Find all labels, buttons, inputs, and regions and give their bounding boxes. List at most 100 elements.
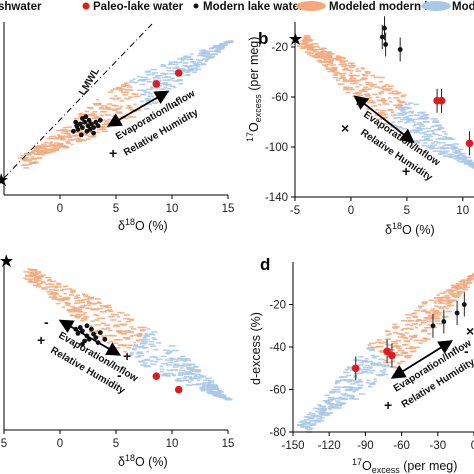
model-cloud-mark bbox=[20, 154, 25, 157]
model-cloud-mark bbox=[399, 109, 406, 112]
model-cloud-mark bbox=[309, 55, 315, 57]
model-cloud-mark bbox=[335, 380, 342, 382]
model-cloud-mark bbox=[447, 299, 454, 301]
panel-c-arrow bbox=[58, 319, 122, 356]
model-cloud-mark bbox=[42, 147, 46, 149]
model-cloud-mark bbox=[224, 398, 228, 401]
model-cloud-mark bbox=[394, 117, 402, 119]
model-cloud-mark bbox=[340, 74, 346, 77]
model-cloud-mark bbox=[64, 285, 69, 287]
model-cloud-mark bbox=[207, 382, 214, 384]
model-cloud-mark bbox=[111, 115, 117, 117]
model-cloud-mark bbox=[136, 351, 144, 353]
model-cloud-mark bbox=[420, 310, 428, 312]
model-cloud-mark bbox=[307, 417, 315, 419]
model-cloud-mark bbox=[96, 317, 102, 320]
model-cloud-mark bbox=[97, 126, 104, 128]
model-cloud-mark bbox=[28, 152, 35, 154]
model-cloud-mark bbox=[188, 58, 194, 60]
model-cloud-mark bbox=[318, 420, 325, 422]
model-cloud-mark bbox=[427, 333, 432, 335]
model-cloud-mark bbox=[453, 146, 459, 149]
model-cloud-mark bbox=[74, 117, 80, 120]
model-cloud-mark bbox=[352, 395, 355, 398]
model-cloud-mark bbox=[327, 52, 333, 55]
model-cloud-mark bbox=[75, 300, 80, 302]
model-cloud-mark bbox=[472, 274, 474, 276]
model-cloud-mark bbox=[80, 305, 86, 307]
model-cloud-mark bbox=[50, 280, 57, 283]
panel-c-star-icon bbox=[0, 254, 13, 267]
model-cloud-mark bbox=[139, 83, 146, 86]
model-cloud-mark bbox=[60, 132, 65, 134]
model-cloud-mark bbox=[29, 278, 36, 280]
model-cloud-mark bbox=[420, 322, 424, 324]
model-cloud-mark bbox=[335, 400, 341, 402]
model-cloud-mark bbox=[141, 359, 147, 362]
model-cloud-mark bbox=[322, 54, 328, 57]
model-cloud-mark bbox=[194, 377, 202, 380]
model-cloud-mark bbox=[311, 43, 319, 45]
model-cloud-mark bbox=[146, 328, 151, 330]
model-cloud-mark bbox=[87, 297, 95, 300]
model-cloud-mark bbox=[223, 396, 227, 399]
panel-a: 0 5 10 15 LMWL Evaporation/Inflow Relative … bbox=[0, 22, 234, 233]
model-cloud-mark bbox=[159, 365, 164, 368]
model-cloud-mark bbox=[314, 49, 320, 51]
model-cloud-mark bbox=[359, 393, 366, 395]
model-cloud-mark bbox=[33, 272, 37, 275]
model-cloud-mark bbox=[308, 412, 312, 414]
model-cloud-mark bbox=[347, 69, 354, 72]
model-cloud-mark bbox=[162, 374, 166, 377]
model-cloud-mark bbox=[83, 304, 91, 306]
model-cloud-mark bbox=[28, 272, 33, 274]
model-cloud-mark bbox=[406, 131, 413, 133]
model-cloud-mark bbox=[49, 283, 55, 286]
model-cloud-mark bbox=[195, 65, 201, 68]
model-cloud-mark bbox=[414, 326, 418, 329]
model-cloud-mark bbox=[370, 354, 375, 357]
modern-lake-point bbox=[102, 336, 108, 342]
panel-b-x-ticks: -5 0 5 10 bbox=[290, 197, 469, 217]
model-cloud-mark bbox=[59, 289, 63, 292]
model-cloud-mark bbox=[132, 78, 136, 80]
model-cloud-mark bbox=[328, 61, 333, 64]
model-cloud-mark bbox=[94, 324, 101, 326]
model-cloud-mark bbox=[23, 277, 27, 279]
model-cloud-mark bbox=[442, 306, 447, 308]
model-cloud-mark bbox=[222, 395, 227, 398]
model-cloud-mark bbox=[79, 306, 85, 309]
model-cloud-mark bbox=[378, 87, 384, 89]
model-cloud-mark bbox=[445, 138, 453, 140]
model-cloud-mark bbox=[450, 287, 455, 289]
model-cloud-mark bbox=[371, 381, 375, 384]
model-cloud-mark bbox=[70, 290, 76, 292]
model-cloud-mark bbox=[454, 154, 461, 157]
model-cloud-mark bbox=[184, 74, 191, 76]
model-cloud-mark bbox=[306, 413, 311, 416]
model-cloud-mark bbox=[412, 312, 418, 314]
model-cloud-mark bbox=[327, 402, 332, 405]
legend-modern-marker bbox=[193, 3, 199, 9]
model-cloud-mark bbox=[55, 293, 60, 296]
model-cloud-mark bbox=[413, 103, 419, 106]
model-cloud-mark bbox=[51, 296, 58, 298]
model-cloud-mark bbox=[368, 366, 373, 368]
model-cloud-mark bbox=[418, 342, 423, 344]
model-cloud-mark bbox=[105, 126, 110, 129]
model-cloud-mark bbox=[469, 165, 474, 168]
model-cloud-mark bbox=[185, 65, 193, 68]
model-cloud-mark bbox=[100, 335, 104, 337]
model-cloud-mark bbox=[413, 309, 421, 312]
model-cloud-mark bbox=[365, 81, 370, 84]
model-cloud-mark bbox=[463, 286, 470, 289]
model-cloud-mark bbox=[456, 159, 460, 162]
model-cloud-mark bbox=[398, 108, 405, 110]
model-cloud-mark bbox=[409, 338, 413, 340]
model-cloud-mark bbox=[168, 61, 174, 64]
model-cloud-mark bbox=[348, 64, 353, 67]
model-cloud-mark bbox=[452, 292, 456, 295]
model-cloud-mark bbox=[405, 332, 409, 334]
model-cloud-mark bbox=[143, 335, 150, 338]
model-cloud-mark bbox=[199, 374, 204, 377]
